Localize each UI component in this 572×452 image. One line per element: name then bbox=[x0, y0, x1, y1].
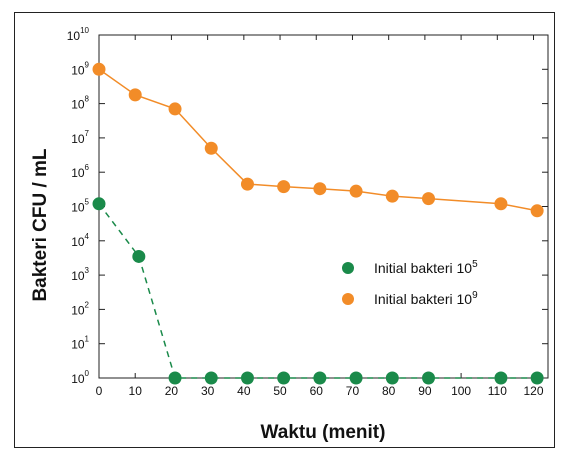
x-tick-label: 110 bbox=[488, 384, 507, 398]
data-point-initial-10e5 bbox=[277, 371, 291, 385]
legend: Initial bakteri 105 Initial bakteri 109 bbox=[342, 259, 478, 307]
series-line-initial-10e5 bbox=[98, 203, 538, 379]
y-tick-label: 103 bbox=[71, 266, 89, 283]
data-point-initial-10e5 bbox=[240, 371, 254, 385]
data-point-initial-10e5 bbox=[494, 371, 508, 385]
data-point-initial-10e9 bbox=[385, 189, 399, 203]
y-tick-label: 104 bbox=[71, 232, 89, 249]
x-tick-label: 120 bbox=[524, 384, 544, 398]
plot-area bbox=[98, 34, 549, 379]
data-point-initial-10e9 bbox=[422, 192, 436, 206]
y-tick-label: 102 bbox=[71, 300, 89, 317]
x-tick-label: 10 bbox=[129, 384, 143, 398]
x-tick-label: 0 bbox=[96, 384, 103, 398]
data-point-initial-10e5 bbox=[349, 371, 363, 385]
x-tick-label: 50 bbox=[273, 384, 287, 398]
data-point-initial-10e9 bbox=[277, 180, 291, 194]
data-point-initial-10e9 bbox=[313, 182, 327, 196]
data-point-initial-10e9 bbox=[204, 141, 218, 155]
y-axis-title: Bakteri CFU / mL bbox=[30, 148, 51, 301]
data-point-initial-10e9 bbox=[240, 177, 254, 191]
x-tick-label: 20 bbox=[165, 384, 179, 398]
x-axis-title: Waktu (menit) bbox=[261, 422, 386, 443]
data-point-initial-10e9 bbox=[494, 197, 508, 211]
y-tick-label: 105 bbox=[71, 198, 89, 215]
data-point-initial-10e5 bbox=[530, 371, 544, 385]
x-tick-label: 60 bbox=[310, 384, 324, 398]
y-axis-ticks: 1010 109 108 107 106 105 104 103 102 101 100 bbox=[67, 26, 548, 386]
data-point-initial-10e9 bbox=[530, 204, 544, 218]
data-point-initial-10e5 bbox=[168, 371, 182, 385]
x-tick-label: 100 bbox=[451, 384, 471, 398]
x-tick-label: 80 bbox=[382, 384, 396, 398]
series-points bbox=[92, 62, 544, 385]
data-point-initial-10e5 bbox=[313, 371, 327, 385]
series-line-initial-10e9 bbox=[98, 68, 538, 212]
y-tick-label: 108 bbox=[71, 95, 89, 112]
y-tick-label: 107 bbox=[71, 129, 89, 146]
y-tick-label: 100 bbox=[71, 369, 89, 386]
data-point-initial-10e5 bbox=[92, 197, 106, 211]
y-tick-label: 101 bbox=[71, 335, 89, 352]
data-point-initial-10e5 bbox=[422, 371, 436, 385]
y-tick-label: 1010 bbox=[67, 26, 90, 43]
x-tick-label: 30 bbox=[201, 384, 215, 398]
data-point-initial-10e9 bbox=[168, 102, 182, 116]
data-point-initial-10e5 bbox=[385, 371, 399, 385]
legend-label: Initial bakteri 105 bbox=[374, 259, 478, 276]
y-tick-label: 109 bbox=[71, 60, 89, 77]
x-tick-label: 90 bbox=[418, 384, 432, 398]
legend-marker bbox=[342, 262, 354, 274]
x-axis-ticks: 0 10 20 30 40 50 60 70 80 90 100 110 120 bbox=[96, 35, 544, 398]
data-point-initial-10e5 bbox=[204, 371, 218, 385]
data-point-initial-10e9 bbox=[349, 184, 363, 198]
data-point-initial-10e5 bbox=[132, 249, 146, 263]
x-tick-label: 40 bbox=[237, 384, 251, 398]
series-lines bbox=[98, 68, 538, 379]
data-point-initial-10e9 bbox=[92, 62, 106, 76]
legend-label: Initial bakteri 109 bbox=[374, 290, 478, 307]
y-tick-label: 106 bbox=[71, 163, 89, 180]
data-point-initial-10e9 bbox=[128, 88, 142, 102]
x-tick-label: 70 bbox=[346, 384, 360, 398]
legend-marker bbox=[342, 293, 354, 305]
